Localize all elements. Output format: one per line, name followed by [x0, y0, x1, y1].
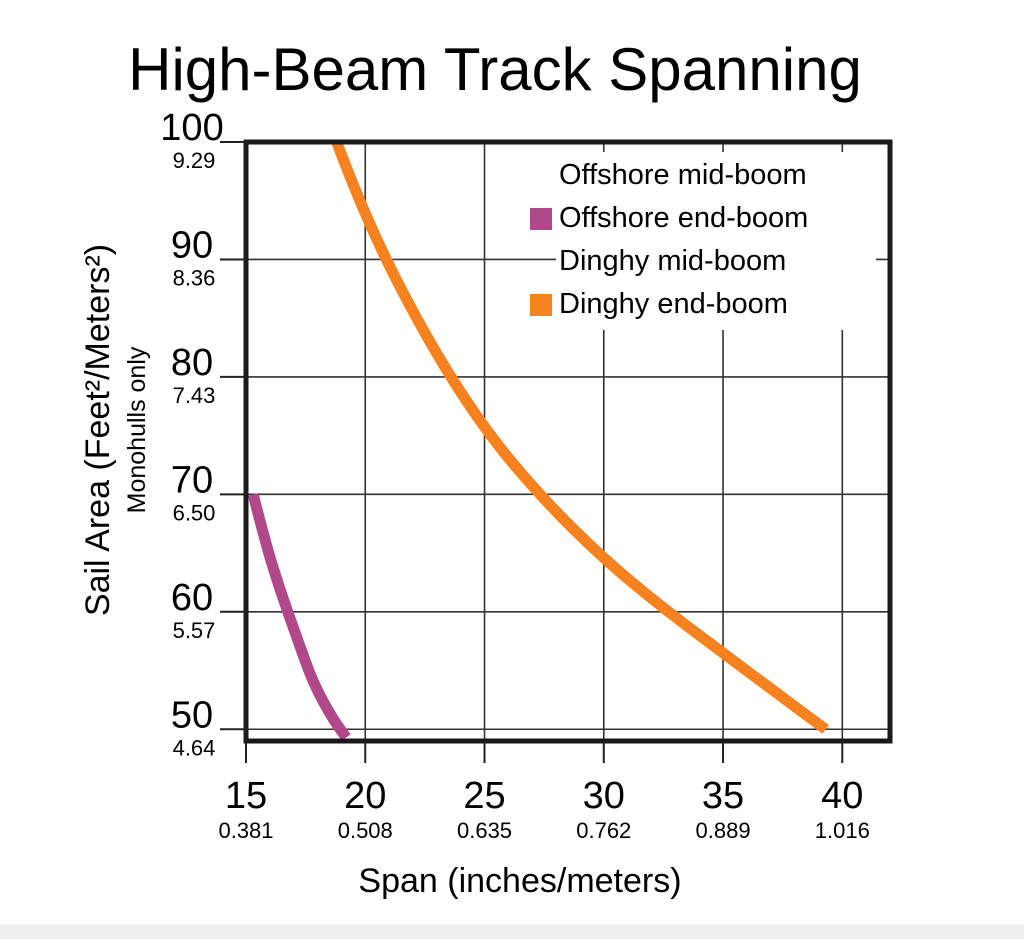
y-axis-label: Sail Area (Feet²/Meters²)	[79, 244, 117, 616]
x-tick-label: 30	[583, 775, 625, 817]
y-tick-label: 80	[171, 342, 213, 384]
legend: Offshore mid-boom Offshore end-boom Dinghy…	[530, 152, 876, 330]
legend-label: Offshore end-boom	[559, 202, 808, 234]
x-tick-label: 20	[344, 775, 386, 817]
x-tick-label: 35	[702, 775, 744, 817]
legend-label: Dinghy end-boom	[559, 288, 788, 320]
x-tick-sublabel: 0.381	[218, 818, 273, 843]
y-tick-sublabel: 7.43	[173, 383, 216, 408]
y-tick-label: 100	[160, 107, 223, 149]
x-axis-label: Span (inches/meters)	[358, 862, 681, 900]
y-tick-label: 90	[171, 224, 213, 266]
series-line-dinghy-end-boom	[331, 140, 829, 734]
y-tick-label: 50	[171, 694, 213, 736]
x-tick-sublabel: 0.508	[338, 818, 393, 843]
y-tick-sublabel: 6.50	[173, 500, 216, 525]
legend-label: Offshore mid-boom	[559, 159, 807, 191]
axis-ticks: 150.381 200.508 250.635 300.762 350.889 401.0…	[160, 107, 870, 843]
page-bottom-bar	[0, 925, 1024, 939]
x-tick-label: 25	[463, 775, 505, 817]
series-line-offshore-end-boom	[247, 492, 351, 741]
legend-background	[556, 152, 876, 330]
y-tick-label: 60	[171, 577, 213, 619]
series-lines	[247, 140, 829, 741]
y-tick-sublabel: 4.64	[173, 735, 216, 760]
y-tick-sublabel: 8.36	[173, 265, 216, 290]
y-tick-label: 70	[171, 459, 213, 501]
x-tick-sublabel: 1.016	[815, 818, 870, 843]
x-tick-label: 40	[821, 775, 863, 817]
legend-label: Dinghy mid-boom	[559, 245, 786, 277]
y-tick-sublabel: 5.57	[173, 618, 216, 643]
chart-title: High-Beam Track Spanning	[128, 36, 862, 103]
x-tick-label: 15	[225, 775, 267, 817]
x-tick-sublabel: 0.635	[457, 818, 512, 843]
legend-swatch-1	[530, 208, 552, 230]
legend-swatch-3	[530, 294, 552, 316]
plot-frame	[243, 139, 893, 744]
x-tick-sublabel: 0.762	[576, 818, 631, 843]
x-tick-sublabel: 0.889	[696, 818, 751, 843]
y-axis-note: Monohulls only	[123, 346, 151, 513]
y-tick-sublabel: 9.29	[173, 148, 216, 173]
